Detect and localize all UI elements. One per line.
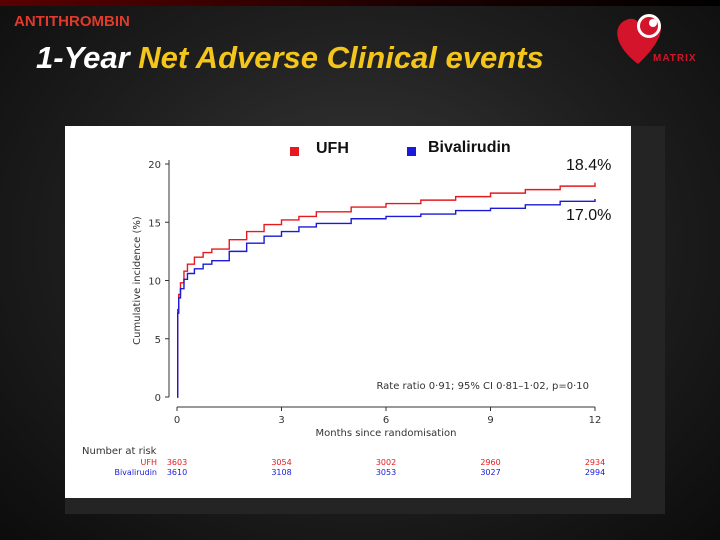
risk-row-label: UFH [141,458,157,467]
risk-value: 3603 [167,458,187,467]
risk-value: 2934 [585,458,605,467]
y-tick-label: 15 [148,218,161,229]
risk-row-label: Bivalirudin [114,468,157,477]
x-tick-label: 3 [278,415,284,426]
risk-value: 3610 [167,468,187,477]
risk-value: 2994 [585,468,605,477]
top-accent-bar [0,0,720,6]
end-label-ufh: 18.4% [566,157,612,174]
legend-label-ufh: UFH [316,140,349,157]
risk-table-title: Number at risk [82,446,157,457]
series-line-ufh [176,182,596,398]
panel-shadow-bottom [65,498,665,514]
x-tick-label: 6 [383,415,389,426]
legend-label-bivalirudin: Bivalirudin [428,139,511,156]
y-tick-label: 20 [148,160,161,171]
y-tick-label: 0 [155,393,161,404]
x-tick-label: 9 [487,415,493,426]
x-tick-label: 12 [589,415,602,426]
logo-wordmark: MATRIX [653,53,697,64]
km-chart: 0 5 10 15 20 0 3 6 9 12 Months since randomisation… [82,160,605,477]
y-tick-label: 10 [148,277,161,288]
x-tick-label: 0 [174,415,180,426]
y-axis-title: Cumulative incidence (%) [132,216,143,345]
x-axis-title: Months since randomisation [316,428,457,439]
risk-value: 3108 [271,468,291,477]
legend-swatch-bivalirudin [407,147,416,156]
section-tag: ANTITHROMBIN [14,13,130,30]
legend-swatch-ufh [290,147,299,156]
y-tick-label: 5 [155,335,161,346]
matrix-logo-icon [617,14,662,64]
chart-panel: 0 5 10 15 20 0 3 6 9 12 Months since randomisation… [65,126,631,498]
risk-value: 3054 [271,458,291,467]
risk-value: 3053 [376,468,396,477]
panel-shadow-right [631,126,665,514]
series-line-bivalirudin [176,198,596,398]
title-part-events: Net Adverse Clinical events [138,40,544,75]
end-label-bivalirudin: 17.0% [566,207,612,224]
risk-value: 2960 [480,458,500,467]
slide-title: 1-Year Net Adverse Clinical events [36,40,544,76]
risk-value: 3002 [376,458,396,467]
title-part-year: 1-Year [36,40,130,75]
rate-ratio-annotation: Rate ratio 0·91; 95% CI 0·81–1·02, p=0·1… [376,381,589,392]
risk-value: 3027 [480,468,500,477]
